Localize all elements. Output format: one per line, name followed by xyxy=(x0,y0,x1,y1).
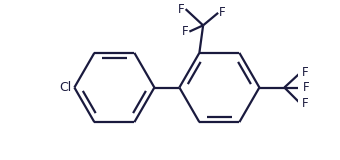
Text: F: F xyxy=(302,97,308,110)
Text: F: F xyxy=(302,66,308,79)
Text: F: F xyxy=(178,3,184,16)
Text: Cl: Cl xyxy=(59,81,71,94)
Text: F: F xyxy=(303,81,310,94)
Text: F: F xyxy=(182,25,188,38)
Text: F: F xyxy=(219,6,226,19)
